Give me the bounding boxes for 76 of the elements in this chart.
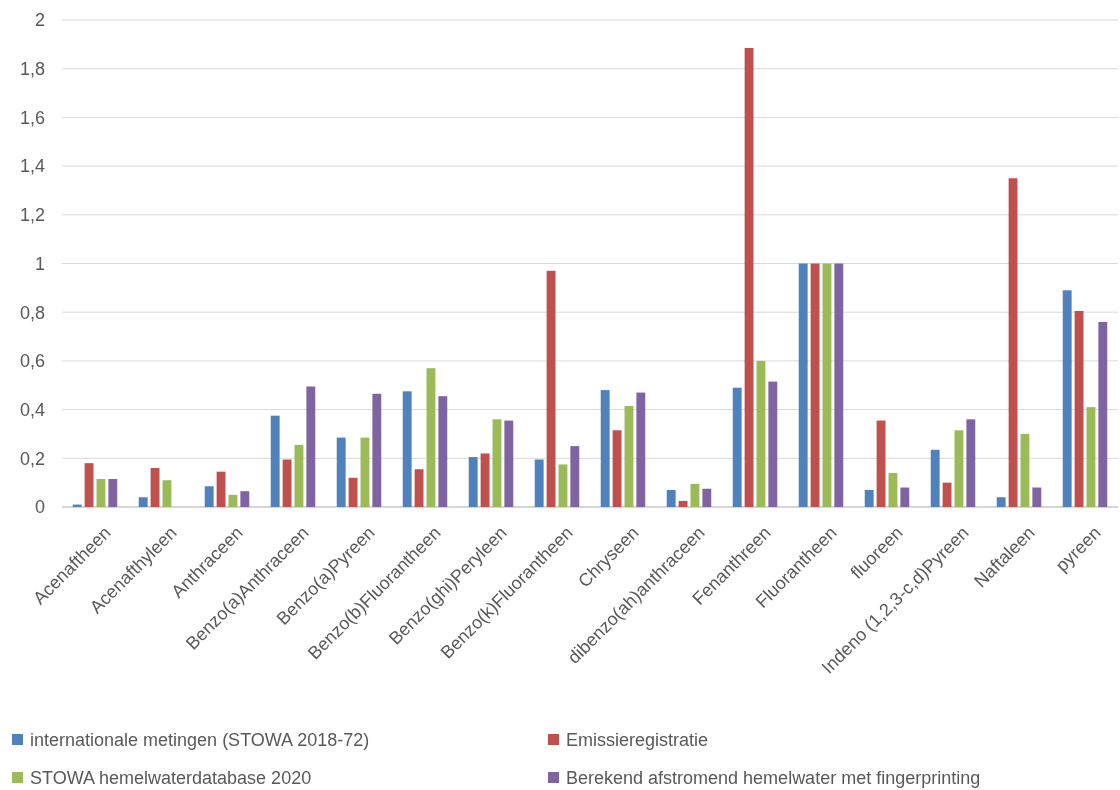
bar: [954, 430, 964, 507]
legend-label: Berekend afstromend hemelwater met fingerprinting: [566, 768, 981, 789]
bar: [402, 391, 412, 507]
bar: [1062, 290, 1072, 507]
bar: [270, 415, 280, 507]
bar: [822, 263, 832, 507]
bar: [876, 420, 886, 507]
bar: [678, 500, 688, 507]
bar: [1020, 433, 1030, 507]
bar: [360, 437, 370, 507]
bar: [600, 390, 610, 507]
bar: [798, 263, 808, 507]
bar: [756, 360, 766, 507]
bar: [204, 486, 214, 507]
bar: [702, 488, 712, 507]
bar: [996, 497, 1006, 507]
bar: [240, 491, 250, 507]
legend-label: Emissieregistratie: [566, 730, 709, 751]
bar: [834, 263, 844, 507]
y-tick-label: 1,2: [19, 205, 45, 226]
y-tick-label: 1,6: [19, 107, 45, 128]
y-tick-label: 0,6: [19, 351, 45, 372]
bar: [306, 386, 316, 507]
bar: [1074, 310, 1084, 507]
y-tick-label: 0: [34, 497, 45, 518]
bar: [282, 459, 292, 507]
bar: [966, 419, 976, 507]
bar: [624, 405, 634, 507]
bar: [690, 483, 700, 507]
bar: [150, 468, 160, 507]
bar: [558, 464, 568, 507]
bar: [930, 449, 940, 507]
bar: [534, 459, 544, 507]
bar: [666, 489, 676, 507]
y-tick-label: 2: [34, 10, 45, 31]
bar: [108, 479, 118, 507]
bar: [768, 381, 778, 507]
bar: [810, 263, 820, 507]
y-tick-label: 0,4: [19, 399, 45, 420]
bar: [468, 457, 478, 507]
bar: [1032, 487, 1042, 507]
legend-label: internationale metingen (STOWA 2018-72): [30, 730, 370, 751]
bar: [96, 479, 106, 507]
bar: [426, 368, 436, 507]
bar: [612, 430, 622, 507]
bar: [1086, 407, 1096, 507]
bar: [414, 469, 424, 507]
bar: [438, 396, 448, 507]
bar: [348, 477, 358, 507]
y-tick-label: 0,2: [19, 448, 45, 469]
bar: [1008, 178, 1018, 507]
bar: [744, 48, 754, 507]
bar: [138, 497, 148, 507]
bar: [162, 480, 172, 507]
bar: [570, 446, 580, 507]
y-tick-label: 1,4: [19, 156, 45, 177]
bar: [480, 453, 490, 507]
bar: [546, 270, 556, 507]
bar: [372, 393, 382, 507]
y-tick-label: 0,8: [19, 302, 45, 323]
bar: [900, 487, 910, 507]
bar: [294, 444, 304, 507]
y-tick-label: 1,8: [19, 59, 45, 79]
legend-label: STOWA hemelwaterdatabase 2020: [30, 768, 312, 789]
bar: [888, 472, 898, 507]
bar: [336, 437, 346, 507]
bar: [492, 419, 502, 507]
bar: [864, 489, 874, 507]
bar: [216, 471, 226, 507]
y-tick-label: 1: [34, 253, 45, 274]
bar: [732, 387, 742, 507]
bar: [84, 463, 94, 507]
bar: [1098, 321, 1108, 507]
bar: [636, 392, 646, 507]
bar: [942, 482, 952, 507]
bar: [504, 420, 514, 507]
